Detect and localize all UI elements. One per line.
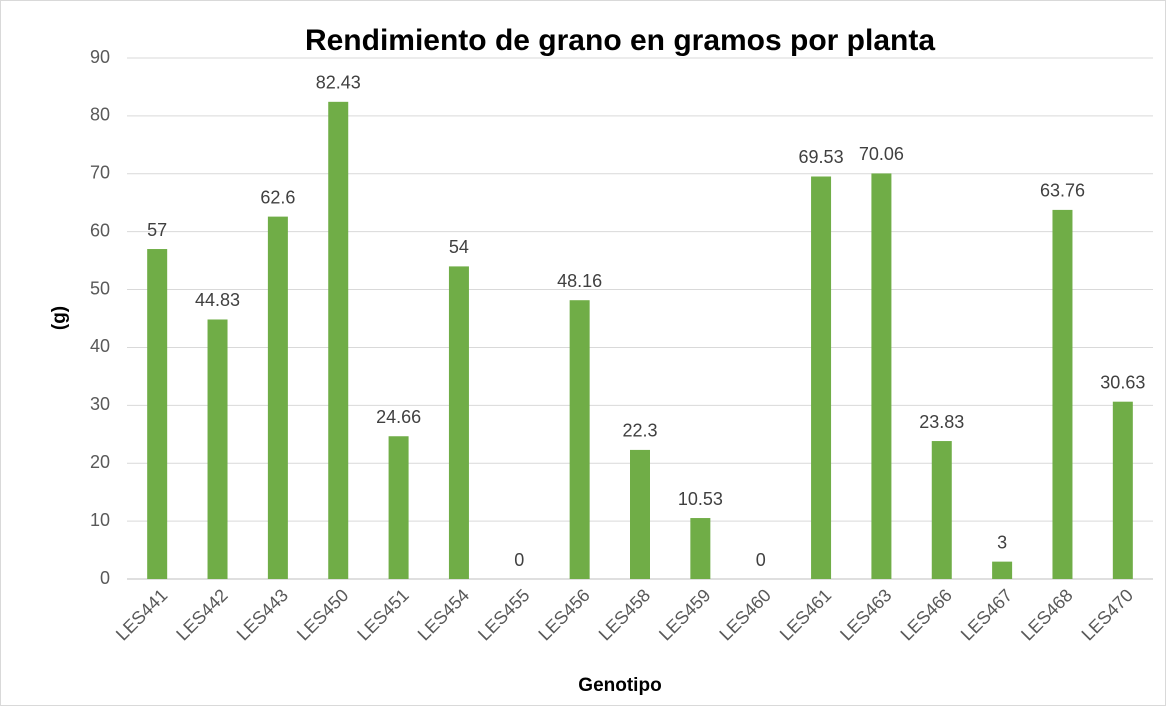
y-tick-label: 0 (100, 568, 110, 588)
data-label: 24.66 (376, 407, 421, 427)
data-label: 63.76 (1040, 181, 1085, 201)
data-label: 22.3 (622, 421, 657, 441)
y-tick-label: 30 (90, 394, 110, 414)
data-label: 0 (514, 550, 524, 570)
y-tick-label: 90 (90, 47, 110, 67)
bar (811, 176, 832, 580)
data-label: 82.43 (316, 73, 361, 93)
chart-title: Rendimiento de grano en gramos por plant… (305, 24, 935, 57)
data-label: 44.83 (195, 290, 240, 310)
data-label: 62.6 (260, 187, 295, 207)
data-label: 48.16 (557, 271, 602, 291)
data-label: 57 (147, 220, 167, 240)
x-axis-title: Genotipo (578, 675, 661, 696)
data-label: 69.53 (799, 147, 844, 167)
y-axis-title: (g) (49, 306, 70, 330)
bar (871, 173, 892, 579)
y-tick-label: 40 (90, 336, 110, 356)
bar (992, 561, 1013, 579)
bar (388, 436, 409, 579)
bar (328, 101, 349, 579)
y-tick-label: 70 (90, 163, 110, 183)
bar (690, 518, 711, 579)
y-tick-label: 60 (90, 220, 110, 240)
y-tick-label: 10 (90, 510, 110, 530)
data-label: 10.53 (678, 489, 723, 509)
bar (931, 441, 952, 579)
bar (1052, 209, 1073, 579)
data-label: 23.83 (919, 412, 964, 432)
bar (267, 216, 288, 580)
y-tick-label: 50 (90, 278, 110, 298)
bar (448, 266, 469, 579)
data-label: 70.06 (859, 144, 904, 164)
bar (630, 449, 650, 579)
bar (569, 300, 590, 579)
data-label: 30.63 (1100, 372, 1145, 392)
y-tick-label: 20 (90, 452, 110, 472)
y-tick-label: 80 (90, 105, 110, 125)
data-label: 54 (449, 237, 469, 257)
bar (207, 319, 228, 579)
bar (147, 249, 168, 580)
bar (1112, 401, 1133, 579)
data-label: 0 (756, 550, 766, 570)
data-label: 3 (997, 532, 1007, 552)
